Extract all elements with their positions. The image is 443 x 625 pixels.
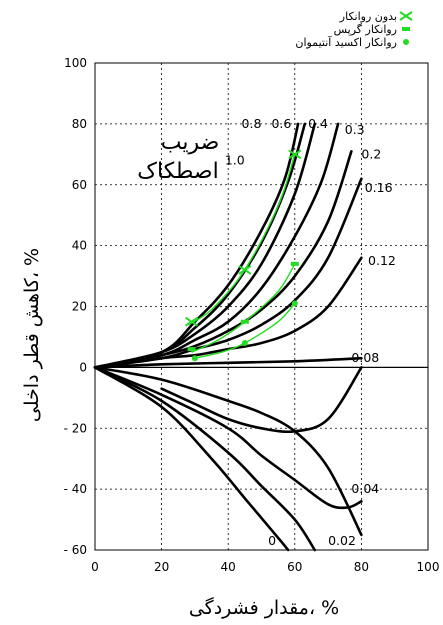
curve-label: 0.16 bbox=[365, 180, 393, 195]
marker-stroke bbox=[288, 149, 302, 160]
y-tick-label: 100 bbox=[64, 56, 87, 70]
data-point bbox=[241, 340, 248, 347]
curve-label: 0.04 bbox=[351, 481, 379, 496]
x-tick-label: 0 bbox=[91, 560, 99, 574]
curve-label: 1.0 bbox=[225, 152, 245, 167]
y-tick-label: - 40 bbox=[64, 482, 87, 496]
friction-annotation-line-1: ضریب bbox=[161, 130, 220, 155]
series-line bbox=[93, 366, 290, 552]
data-point bbox=[185, 316, 199, 327]
marker-stroke bbox=[238, 265, 252, 275]
marker-stroke bbox=[185, 316, 199, 327]
curve-label: 0.3 bbox=[345, 122, 365, 137]
grid-layer: 0 20 40 60 80 100 - 60 - 40 - 20 0 20 40 60 80 100 bbox=[64, 56, 440, 574]
curve-label: 0.2 bbox=[361, 146, 381, 161]
label-layer: 0.8 0.6 0.4 0.3 1.0 0.2 0.16 0.12 0.08 0.04 0.02 0 bbox=[225, 116, 396, 548]
y-tick-label: 20 bbox=[72, 300, 87, 314]
series-line bbox=[160, 366, 363, 434]
legend-marker bbox=[402, 27, 410, 31]
legend-label: روانکار اکسید آنتیموان bbox=[295, 35, 397, 49]
y-tick-label: - 20 bbox=[64, 421, 87, 435]
curve-label: 0.08 bbox=[351, 350, 379, 365]
x-axis-title: مقدار فشردگی، % bbox=[189, 596, 339, 619]
marker-stroke bbox=[399, 11, 413, 21]
y-tick-label: 40 bbox=[72, 239, 87, 253]
legend-label: روانکار گرپس bbox=[334, 23, 397, 36]
curve-layer bbox=[93, 122, 363, 552]
curve-label: 0 bbox=[268, 533, 276, 548]
curve-label: 0.12 bbox=[368, 253, 396, 268]
data-point bbox=[238, 265, 252, 275]
x-tick-label: 80 bbox=[354, 560, 369, 574]
y-tick-label: 0 bbox=[79, 360, 87, 374]
series-line bbox=[93, 366, 363, 510]
series-line bbox=[93, 256, 363, 369]
x-tick-label: 40 bbox=[221, 560, 236, 574]
series-line bbox=[93, 366, 363, 537]
y-tick-label: 60 bbox=[72, 178, 87, 192]
data-point bbox=[240, 319, 249, 324]
y-axis-title: کاهش قطر داخلی، % bbox=[21, 248, 43, 422]
legend-marker bbox=[399, 11, 413, 21]
curve-label: 0.02 bbox=[328, 533, 356, 548]
y-tick-label: 80 bbox=[72, 117, 87, 131]
data-point bbox=[290, 261, 299, 266]
curve-label: 0.8 bbox=[242, 116, 262, 131]
series-line bbox=[93, 122, 317, 369]
data-point bbox=[288, 149, 302, 160]
data-layer bbox=[185, 149, 302, 362]
legend-marker bbox=[403, 39, 409, 45]
x-tick-label: 100 bbox=[417, 560, 440, 574]
x-tick-label: 20 bbox=[154, 560, 169, 574]
series-line bbox=[93, 366, 317, 552]
curve-label: 0.6 bbox=[271, 116, 291, 131]
data-point bbox=[291, 300, 298, 307]
series-line bbox=[93, 356, 363, 369]
series-line bbox=[93, 150, 353, 369]
data-point bbox=[191, 355, 198, 362]
data-point bbox=[187, 347, 196, 352]
curve-label: 0.4 bbox=[308, 116, 328, 131]
legend-label: بدون روانکار bbox=[339, 10, 397, 23]
friction-annotation-line-2: اصطکاک bbox=[137, 159, 218, 184]
x-tick-label: 60 bbox=[287, 560, 302, 574]
y-tick-label: - 60 bbox=[64, 543, 87, 557]
